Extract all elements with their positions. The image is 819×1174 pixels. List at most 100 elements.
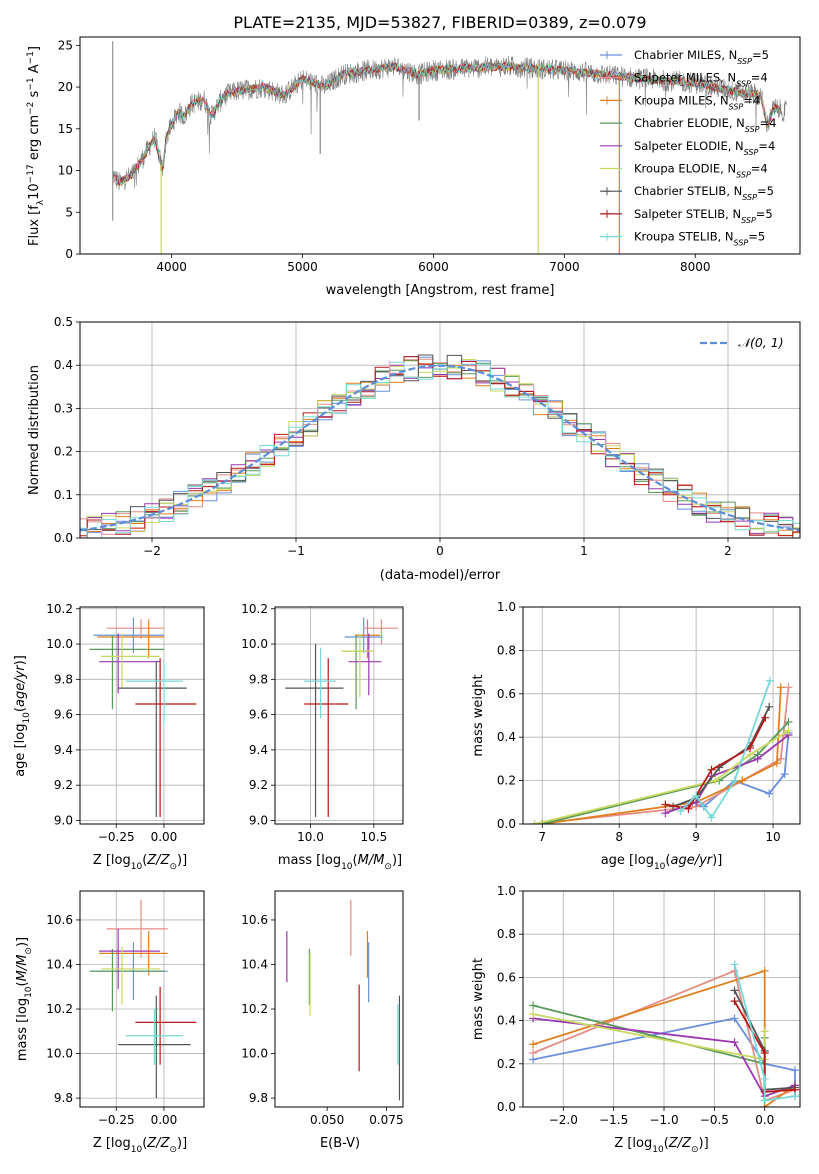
x-tick-label: −1 <box>287 544 305 558</box>
x-tick-label: −2 <box>143 544 161 558</box>
label-part: Z/Z <box>146 1136 170 1151</box>
legend-gaussian-label: 𝒩(0, 1) <box>738 335 784 350</box>
panel-mass_vs_Z: −0.25 0.009.810.010.210.410.6Z [log10(Z/Z… <box>15 890 205 1155</box>
y-tick-label: 10.0 <box>46 637 73 651</box>
panel-mass_weight_vs_Z: −2.0 −1.5 −1.0 −0.5 0.0 0.0 0.2 0.4 0.6 0.8 1.0 Z [… <box>471 884 801 1155</box>
x-tick-label: 7 <box>538 830 546 844</box>
x-axis-label: (data-model)/error <box>380 568 501 583</box>
panel-mass_vs_EBV: 0.050 0.075 9.8 10.0 10.2 10.4 10.6 E(B-V) <box>241 890 404 1151</box>
marker-chabrier_stelib <box>765 702 774 711</box>
plot-area-age_vs_mass <box>285 617 398 817</box>
marker-kroupa_stelib <box>730 776 739 785</box>
histogram-kroupa_stelib <box>80 361 800 538</box>
x-tick-label: 0.00 <box>151 1113 178 1127</box>
legend-label-salpeter_stelib: Salpeter STELIB, NSSP=5 <box>634 207 773 225</box>
marker-kroupa_stelib <box>730 960 739 969</box>
axes-frame <box>274 606 404 825</box>
legend-label-text: Salpeter MILES, N <box>634 71 736 85</box>
histogram-salpeter_elodie <box>80 364 800 538</box>
spectrum-model-salpeter_stelib <box>112 61 780 187</box>
label-part: s <box>27 90 42 101</box>
marker-salpeter_elodie <box>661 809 670 818</box>
spectrum-model-kroupa_stelib <box>112 61 781 186</box>
legend-label-sub: SSP <box>734 238 749 247</box>
y-tick-label: 0.3 <box>54 401 73 415</box>
y-axis-label: Flux [fλ10−17 erg cm−2 s−1 A−1] <box>26 46 46 246</box>
histogram-salpeter_stelib <box>80 356 800 537</box>
y-tick-label: 9.4 <box>54 743 73 757</box>
y-tick-label: 5 <box>65 205 73 219</box>
y-tick-label: 0.4 <box>497 1014 516 1028</box>
label-part: ( <box>15 981 30 986</box>
y-axis-label: mass weight <box>471 674 486 756</box>
y-tick-label: 9.0 <box>249 813 268 827</box>
marker-chabrier_stelib <box>730 986 739 995</box>
label-part: )] <box>13 655 28 665</box>
marker-chabrier_elodie <box>529 1001 538 1010</box>
x-tick-label: 10 <box>765 830 780 844</box>
y-axis-label: mass [log10(M/M⊙)] <box>15 937 34 1061</box>
y-axis-label: mass weight <box>471 958 486 1040</box>
marker-kroupa_miles <box>738 776 747 785</box>
legend-label-text: Salpeter ELODIE, N <box>634 139 744 153</box>
plot-area-residual_histogram <box>80 354 800 538</box>
legend-label-text: Chabrier STELIB, N <box>634 184 742 198</box>
legend-label-kroupa_miles: Kroupa MILES, NSSP=4 <box>634 93 760 111</box>
y-tick-label: 0.6 <box>497 970 516 984</box>
y-tick-label: 0.4 <box>497 730 516 744</box>
marker-salpeter_stelib <box>707 765 716 774</box>
legend-marker <box>603 187 611 196</box>
label-part: age/yr <box>13 664 28 707</box>
axes-frame <box>79 36 801 255</box>
y-tick-label: 15 <box>58 122 73 136</box>
label-part: )] <box>699 1136 709 1151</box>
axes-frame <box>79 606 205 825</box>
label-part: ( <box>13 707 28 712</box>
marker-salpeter_stelib <box>745 744 754 753</box>
axes-frame <box>79 890 205 1108</box>
marker-kroupa_stelib <box>676 806 685 815</box>
histogram-salpeter_miles <box>80 358 800 538</box>
y-tick-label: 9.6 <box>54 708 73 722</box>
legend-label-text: Kroupa STELIB, N <box>634 230 734 244</box>
label-part: ( <box>664 1136 669 1151</box>
y-tick-label: 10.4 <box>241 957 268 971</box>
panel-age_vs_Z: −0.25 0.009.09.29.49.69.810.010.2Z [log10… <box>13 602 205 872</box>
label-part: ⊙ <box>384 862 392 872</box>
x-tick-label: 10.0 <box>297 830 324 844</box>
legend-label-value: =5 <box>756 207 773 221</box>
legend-label-text: Kroupa MILES, N <box>634 93 729 107</box>
y-tick-label: 9.4 <box>249 743 268 757</box>
legend-marker <box>603 73 611 82</box>
y-tick-label: 1.0 <box>497 600 516 614</box>
label-part: Z [log <box>614 1136 652 1151</box>
legend-marker <box>603 96 611 105</box>
label-part: ⊙ <box>169 1145 177 1155</box>
label-part: ⊙ <box>169 862 177 872</box>
label-part: 10 <box>27 183 42 200</box>
x-tick-label: 8000 <box>680 260 711 274</box>
marker-salpeter_stelib <box>730 997 739 1006</box>
marker-salpeter_elodie <box>753 754 762 763</box>
label-part: mass [log <box>15 998 30 1061</box>
label-part: 10 <box>654 862 666 872</box>
label-part: −1 <box>26 77 36 90</box>
panel-residual_histogram: −2 −1 0 1 2 0.0 0.1 0.2 0.3 0.4 0.5 𝒩(0, 1) (data-mo… <box>27 315 801 583</box>
marker-kroupa_stelib <box>760 1074 769 1083</box>
line-kroupa_stelib <box>733 964 796 1102</box>
plot-area-mass_weight_vs_Z <box>529 960 799 1107</box>
label-part: Z [log <box>93 1136 131 1151</box>
legend-label-value: =4 <box>758 139 775 153</box>
marker-kroupa_elodie <box>760 1027 769 1036</box>
x-tick-label: 0.00 <box>151 830 178 844</box>
legend-label-kroupa_stelib: Kroupa STELIB, NSSP=5 <box>634 230 765 248</box>
marker-kroupa_stelib <box>692 791 701 800</box>
label-part: Flux [f <box>27 205 42 246</box>
y-tick-label: 10.6 <box>241 913 268 927</box>
label-part: 10 <box>24 986 34 998</box>
y-tick-label: 10.6 <box>46 913 73 927</box>
axes-frame <box>522 890 801 1108</box>
y-tick-label: 0.8 <box>497 643 516 657</box>
x-tick-label: 4000 <box>156 260 187 274</box>
y-tick-label: 0.8 <box>497 927 516 941</box>
